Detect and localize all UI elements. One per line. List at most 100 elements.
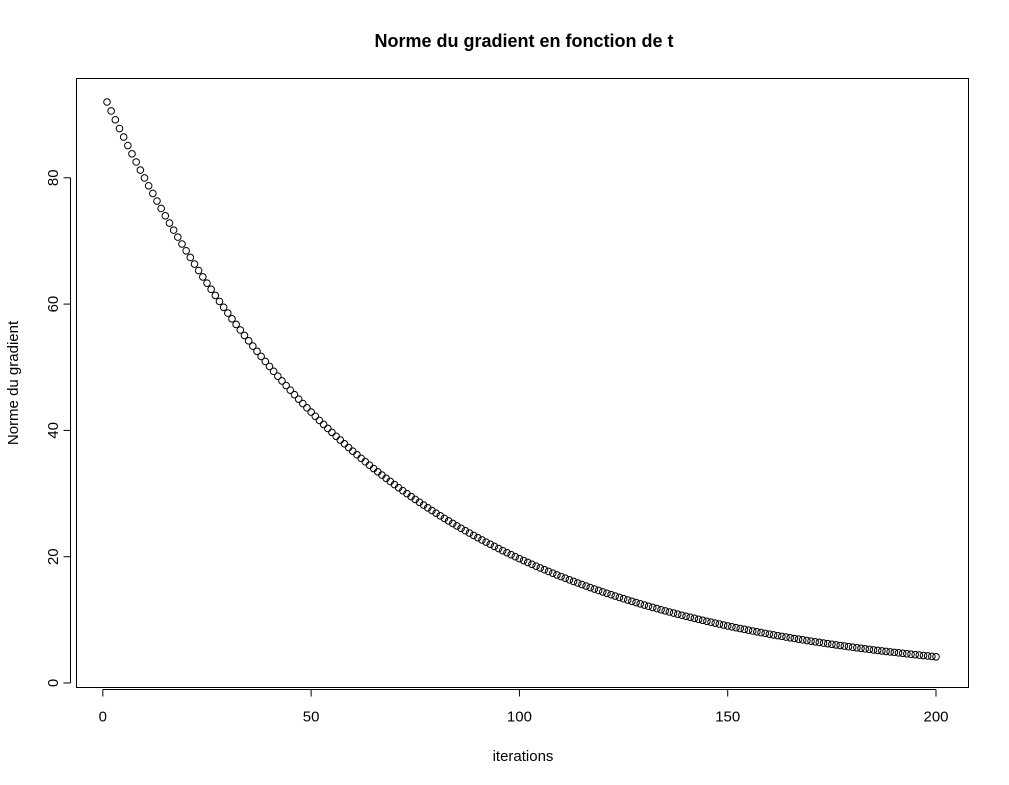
data-point bbox=[669, 609, 678, 617]
data-point bbox=[440, 514, 449, 523]
data-point bbox=[428, 506, 436, 515]
data-point bbox=[365, 461, 374, 469]
data-point bbox=[340, 440, 349, 448]
data-points bbox=[103, 98, 940, 661]
data-point bbox=[473, 533, 482, 542]
data-point bbox=[707, 618, 715, 627]
data-point bbox=[740, 625, 749, 634]
data-point bbox=[690, 614, 699, 623]
data-point bbox=[319, 420, 328, 429]
data-point bbox=[582, 582, 590, 590]
data-point bbox=[790, 634, 799, 643]
data-point bbox=[149, 189, 157, 198]
data-point bbox=[919, 651, 928, 660]
data-point bbox=[615, 593, 624, 602]
data-point bbox=[569, 577, 578, 586]
data-point bbox=[453, 522, 461, 530]
data-point bbox=[103, 98, 111, 106]
data-point bbox=[898, 649, 907, 658]
data-point bbox=[832, 641, 840, 649]
data-point bbox=[932, 652, 940, 661]
data-point bbox=[594, 586, 603, 595]
x-tick-label: 150 bbox=[715, 709, 740, 726]
data-point bbox=[265, 362, 274, 371]
data-point bbox=[798, 636, 807, 644]
data-point bbox=[586, 583, 595, 592]
data-point bbox=[423, 504, 432, 512]
data-point bbox=[915, 651, 924, 659]
data-point bbox=[903, 649, 911, 658]
data-point bbox=[648, 603, 657, 612]
data-point bbox=[269, 367, 278, 376]
data-point bbox=[478, 536, 486, 544]
y-axis: 0 20 40 60 80 bbox=[45, 169, 71, 687]
data-point bbox=[503, 548, 511, 557]
data-point bbox=[261, 357, 270, 366]
data-point bbox=[498, 546, 507, 555]
y-tick-label: 60 bbox=[45, 296, 62, 313]
data-point bbox=[190, 260, 199, 268]
data-point bbox=[303, 404, 311, 412]
data-point bbox=[878, 647, 886, 655]
data-point bbox=[161, 211, 170, 220]
data-point bbox=[578, 580, 586, 589]
data-point bbox=[278, 377, 286, 385]
data-point bbox=[298, 399, 307, 408]
data-point bbox=[282, 381, 290, 390]
data-point bbox=[157, 204, 165, 213]
data-point bbox=[532, 562, 540, 570]
data-point bbox=[619, 594, 628, 603]
data-point bbox=[294, 395, 303, 403]
data-point bbox=[465, 529, 474, 537]
data-point bbox=[657, 605, 665, 614]
data-point bbox=[719, 621, 728, 629]
data-point bbox=[457, 524, 465, 533]
data-point bbox=[153, 197, 161, 205]
data-point bbox=[111, 116, 120, 124]
data-point bbox=[169, 226, 178, 234]
data-point bbox=[361, 457, 370, 466]
data-point bbox=[748, 627, 757, 635]
data-point bbox=[882, 647, 890, 656]
data-point bbox=[328, 428, 336, 437]
data-point bbox=[199, 273, 207, 281]
data-point bbox=[923, 652, 932, 660]
data-point bbox=[144, 181, 153, 190]
data-point bbox=[753, 628, 761, 636]
data-point bbox=[215, 297, 224, 306]
data-point bbox=[857, 644, 865, 653]
data-point bbox=[853, 643, 861, 652]
data-point bbox=[703, 617, 711, 626]
data-point bbox=[844, 642, 853, 651]
data-point bbox=[557, 572, 565, 581]
data-point bbox=[244, 337, 253, 345]
data-point bbox=[757, 628, 765, 637]
data-point bbox=[228, 315, 236, 323]
data-point bbox=[640, 601, 649, 609]
data-point bbox=[728, 622, 736, 631]
data-point bbox=[744, 626, 753, 634]
data-point bbox=[348, 447, 357, 455]
data-point bbox=[207, 285, 215, 294]
data-point bbox=[515, 554, 524, 563]
data-point bbox=[865, 645, 874, 654]
data-point bbox=[782, 633, 790, 641]
data-point bbox=[628, 597, 636, 606]
data-point bbox=[590, 585, 599, 593]
data-point bbox=[665, 608, 674, 616]
data-point bbox=[678, 611, 686, 620]
data-point bbox=[686, 613, 695, 622]
data-point bbox=[194, 266, 203, 275]
data-point bbox=[548, 569, 557, 577]
data-point bbox=[819, 639, 828, 647]
data-point bbox=[765, 630, 774, 638]
y-tick-label: 20 bbox=[45, 548, 62, 565]
y-axis-label: Norme du gradient bbox=[5, 320, 22, 445]
data-point bbox=[211, 291, 220, 300]
y-tick-label: 0 bbox=[45, 679, 62, 687]
data-point bbox=[286, 386, 295, 394]
data-point bbox=[119, 133, 128, 141]
data-point bbox=[769, 631, 778, 639]
data-point bbox=[165, 219, 174, 227]
